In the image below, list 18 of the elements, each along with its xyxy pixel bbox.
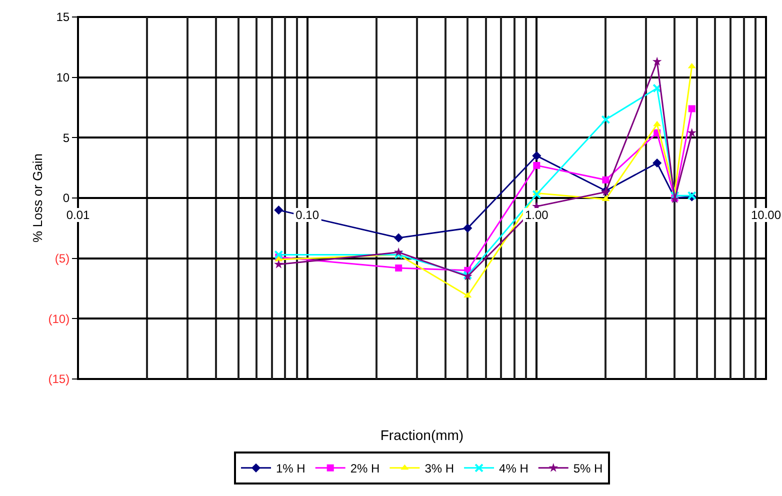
x-tick-label: 0.01 [66,208,90,222]
legend-label: 2% H [350,462,380,476]
x-tick-label: 10.00 [750,208,782,222]
y-axis-title: % Loss or Gain [30,154,45,242]
y-tick-label: (15) [48,372,70,386]
y-tick-label: 0 [62,191,70,206]
legend-label: 3% H [424,462,454,476]
y-tick-label: (5) [54,252,70,266]
y-tick-label: 5 [62,130,70,145]
x-axis-title: Fraction(mm) [380,427,464,443]
y-tick-label: 15 [56,10,70,24]
y-tick-label: (10) [48,312,70,326]
legend-label: 4% H [499,462,528,476]
legend-label: 5% H [573,462,603,476]
x-tick-label: 0.10 [296,208,320,222]
y-tick-label: 10 [56,70,70,85]
legend-label: 1% H [276,462,306,476]
x-tick-label: 1.00 [524,208,549,222]
